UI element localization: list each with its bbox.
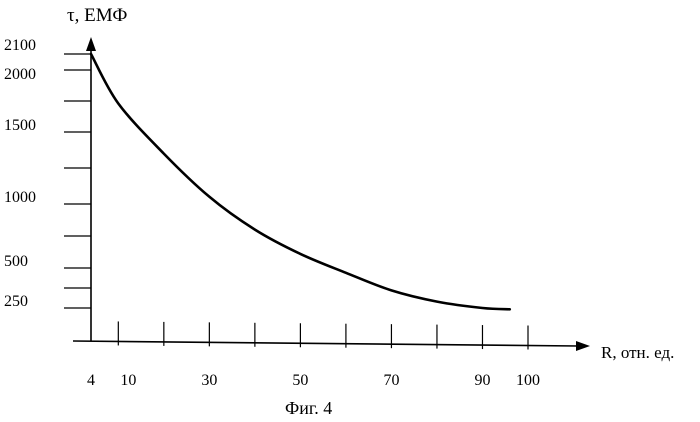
x-tick-label: 50: [292, 372, 308, 389]
y-tick-label: 1000: [4, 189, 36, 206]
series-curve: [91, 54, 510, 309]
x-tick-label: 30: [201, 372, 217, 389]
x-tick-labels: 4 10 30 50 70 90 100: [87, 372, 540, 389]
y-tick-label: 500: [4, 253, 28, 270]
y-tick-labels: 2100 2000 1500 1000 500 250: [4, 37, 36, 310]
x-tick-label: 70: [383, 372, 399, 389]
x-tick-label: 90: [474, 372, 490, 389]
x-tick-label: 4: [87, 372, 95, 389]
y-axis-arrow: [86, 37, 96, 51]
x-axis-line: [73, 341, 578, 346]
y-tick-label: 2000: [4, 66, 36, 83]
x-axis-arrow: [576, 341, 590, 351]
y-ticks: [64, 54, 91, 308]
x-tick-label: 10: [120, 372, 136, 389]
figure-caption: Фиг. 4: [285, 398, 332, 418]
y-tick-label: 250: [4, 293, 28, 310]
y-tick-label: 2100: [4, 37, 36, 54]
y-axis: [64, 37, 96, 341]
x-axis-title: R, отн. ед.: [601, 343, 674, 362]
x-tick-label: 100: [516, 372, 540, 389]
x-axis: [73, 321, 590, 351]
y-axis-title: τ, ЕМФ: [67, 5, 127, 26]
y-tick-label: 1500: [4, 117, 36, 134]
